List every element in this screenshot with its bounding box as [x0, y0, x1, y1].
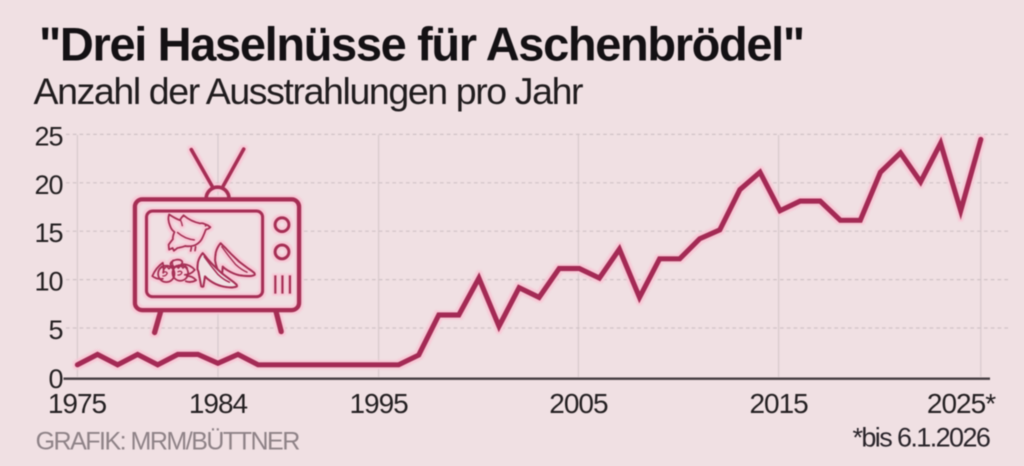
svg-text:1995: 1995 — [349, 388, 408, 419]
svg-text:GRAFIK: MRM/BÜTTNER: GRAFIK: MRM/BÜTTNER — [36, 428, 300, 456]
svg-text:10: 10 — [34, 267, 62, 297]
svg-text:5: 5 — [48, 315, 62, 345]
svg-text:Anzahl der Ausstrahlungen pro: Anzahl der Ausstrahlungen pro Jahr — [34, 70, 584, 112]
svg-text:*bis 6.1.2026: *bis 6.1.2026 — [852, 423, 989, 453]
svg-text:1975: 1975 — [48, 388, 107, 419]
svg-text:2015: 2015 — [749, 388, 808, 419]
svg-text:25: 25 — [34, 121, 62, 151]
svg-text:"Drei Haselnüsse für Aschenbrö: "Drei Haselnüsse für Aschenbrödel" — [39, 18, 804, 71]
svg-text:2025*: 2025* — [927, 388, 996, 419]
svg-text:0: 0 — [48, 364, 62, 394]
svg-text:20: 20 — [34, 170, 62, 200]
svg-text:2005: 2005 — [549, 388, 608, 419]
svg-text:15: 15 — [34, 218, 62, 248]
svg-text:1984: 1984 — [189, 388, 248, 419]
